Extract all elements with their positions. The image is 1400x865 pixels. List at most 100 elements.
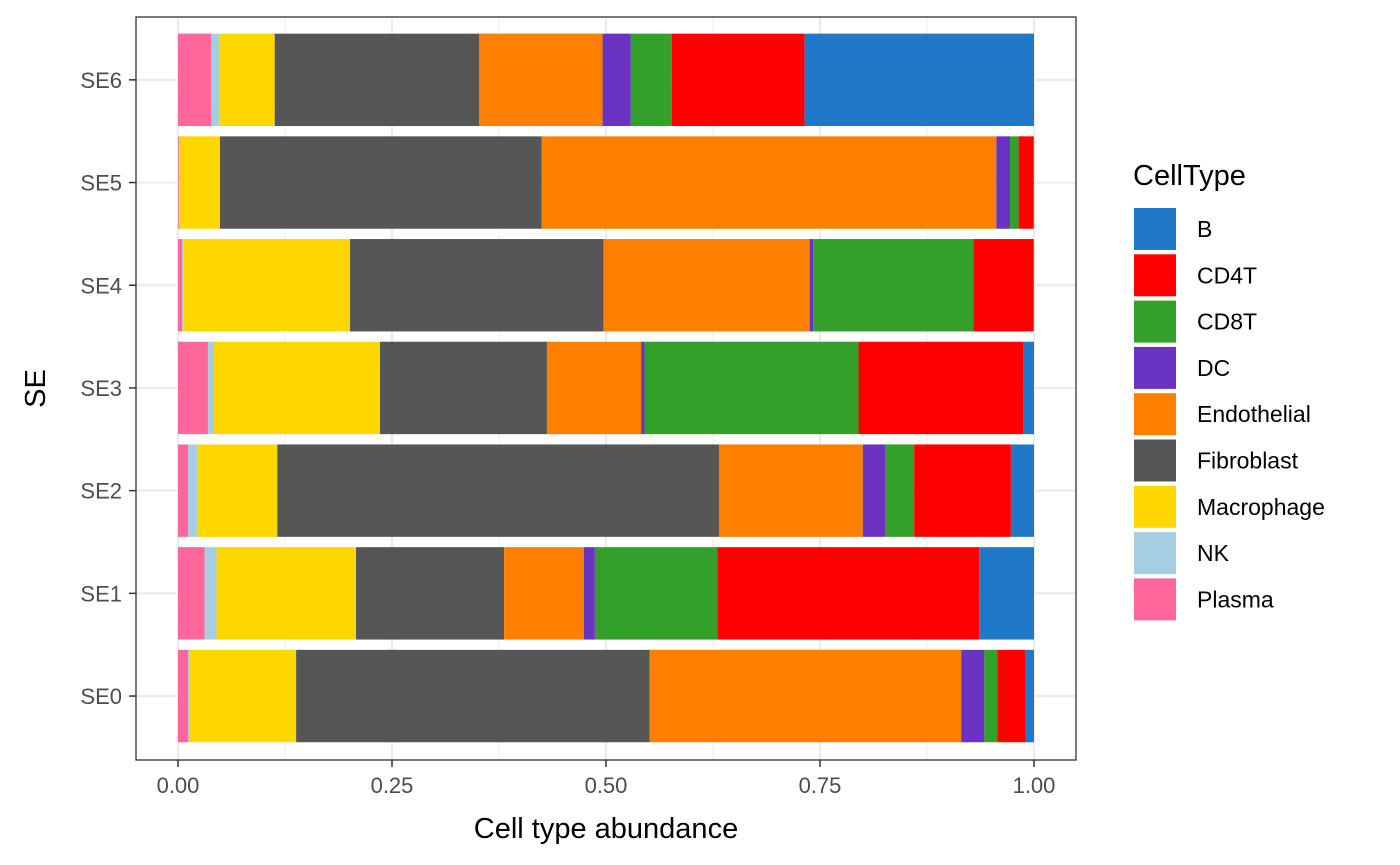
- bar-se2-macrophage: [197, 444, 278, 537]
- bar-se3-b: [1023, 341, 1034, 435]
- legend-item-cd8t: CD8T: [1134, 300, 1257, 343]
- legend-item-endothelial: Endothelial: [1134, 393, 1311, 436]
- legend-item-nk: NK: [1134, 532, 1230, 575]
- bar-group-se1: [178, 547, 1034, 640]
- bar-se5-nk: [178, 136, 180, 229]
- bar-se3-fibroblast: [380, 341, 547, 435]
- bar-se5-dc: [996, 136, 1011, 229]
- bar-se2-cd8t: [885, 444, 915, 537]
- bar-se3-dc: [641, 341, 645, 435]
- legend-swatch: [1134, 532, 1176, 575]
- bar-se2-nk: [188, 444, 198, 537]
- x-tick-label: 0.25: [371, 773, 414, 798]
- bar-se4-cd4t: [973, 239, 1034, 332]
- legend-label: Macrophage: [1197, 494, 1325, 520]
- bar-se6-b: [804, 33, 1034, 127]
- legend-swatch: [1134, 393, 1176, 436]
- y-tick-label: SE4: [80, 273, 122, 298]
- legend: CellType B CD4T CD8T DC Endothelial Fibroblas…: [1133, 160, 1325, 621]
- legend-swatch: [1134, 254, 1176, 297]
- bar-se4-endothelial: [603, 239, 810, 332]
- bar-se1-nk: [204, 547, 217, 640]
- bar-se0-dc: [961, 649, 985, 743]
- y-tick-label: SE5: [80, 171, 122, 196]
- bar-se5-endothelial: [541, 136, 997, 229]
- bar-se4-b: [1033, 239, 1034, 332]
- bar-se5-b: [1033, 136, 1034, 229]
- legend-label: Fibroblast: [1197, 448, 1299, 474]
- bar-se6-nk: [211, 33, 220, 127]
- bar-se4-fibroblast: [350, 239, 604, 332]
- bar-se3-cd4t: [858, 341, 1024, 435]
- y-axis: SE0 SE1 SE2 SE3 SE4 SE5 SE6: [80, 68, 136, 709]
- bar-group-se0: [178, 649, 1034, 743]
- bar-se6-cd4t: [671, 33, 805, 127]
- x-tick-label: 1.00: [1013, 773, 1056, 798]
- legend-item-fibroblast: Fibroblast: [1134, 439, 1299, 482]
- bar-se3-endothelial: [546, 341, 642, 435]
- bar-se1-dc: [583, 547, 595, 640]
- x-axis-title: Cell type abundance: [474, 813, 738, 845]
- bar-se5-cd8t: [1010, 136, 1019, 229]
- bar-se1-cd4t: [717, 547, 980, 640]
- y-axis-title: SE: [20, 369, 52, 408]
- bar-se1-cd8t: [594, 547, 718, 640]
- bar-se5-cd4t: [1018, 136, 1034, 229]
- legend-swatch: [1134, 208, 1176, 250]
- bar-se4-dc: [809, 239, 814, 332]
- bar-se6-dc: [602, 33, 631, 127]
- legend-swatch: [1134, 346, 1176, 389]
- x-tick-label: 0.75: [799, 773, 842, 798]
- legend-label: Endothelial: [1197, 401, 1311, 427]
- legend-swatch: [1134, 485, 1176, 528]
- y-tick-label: SE3: [80, 376, 122, 401]
- bar-se3-macrophage: [213, 341, 381, 435]
- bar-se5-fibroblast: [219, 136, 542, 229]
- bar-se5-macrophage: [179, 136, 220, 229]
- legend-title: CellType: [1133, 160, 1246, 192]
- legend-item-plasma: Plasma: [1134, 578, 1274, 621]
- bar-se0-fibroblast: [296, 649, 650, 743]
- bar-se0-endothelial: [649, 649, 962, 743]
- x-tick-label: 0.50: [585, 773, 628, 798]
- legend-item-macrophage: Macrophage: [1134, 485, 1325, 528]
- x-tick-label: 0.00: [157, 773, 200, 798]
- bar-se0-plasma: [178, 649, 189, 743]
- legend-label: NK: [1197, 540, 1230, 566]
- bar-se0-cd8t: [984, 649, 998, 743]
- bar-se4-macrophage: [183, 239, 351, 332]
- bar-se1-plasma: [178, 547, 205, 640]
- bar-se4-cd8t: [813, 239, 974, 332]
- bar-se3-plasma: [178, 341, 208, 435]
- bar-se6-macrophage: [219, 33, 275, 127]
- bar-group-se4: [178, 239, 1034, 332]
- bar-se0-cd4t: [997, 649, 1026, 743]
- x-axis: 0.00 0.25 0.50 0.75 1.00: [157, 760, 1056, 798]
- bar-se0-nk: [188, 649, 190, 743]
- bar-se3-cd8t: [644, 341, 859, 435]
- bar-se0-macrophage: [189, 649, 297, 743]
- bar-se2-plasma: [178, 444, 189, 537]
- bar-se4-plasma: [178, 239, 183, 332]
- bar-group-se6: [178, 33, 1034, 127]
- legend-swatch: [1134, 439, 1176, 482]
- bar-se2-b: [1010, 444, 1034, 537]
- bar-se2-cd4t: [914, 444, 1011, 537]
- bar-se0-b: [1025, 649, 1034, 743]
- bar-se6-cd8t: [630, 33, 672, 127]
- bar-se5-plasma: [178, 136, 179, 229]
- legend-swatch: [1134, 578, 1176, 621]
- bar-se6-endothelial: [479, 33, 603, 127]
- bar-se1-macrophage: [216, 547, 357, 640]
- bar-group-se5: [178, 136, 1034, 229]
- bar-se3-nk: [207, 341, 214, 435]
- y-tick-label: SE2: [80, 479, 122, 504]
- legend-label: CD4T: [1197, 262, 1257, 288]
- legend-item-b: B: [1134, 208, 1212, 250]
- bar-se1-b: [979, 547, 1034, 640]
- bar-se6-fibroblast: [274, 33, 480, 127]
- bar-se6-plasma: [178, 33, 212, 127]
- legend-label: B: [1197, 216, 1212, 242]
- bar-group-se3: [178, 341, 1034, 435]
